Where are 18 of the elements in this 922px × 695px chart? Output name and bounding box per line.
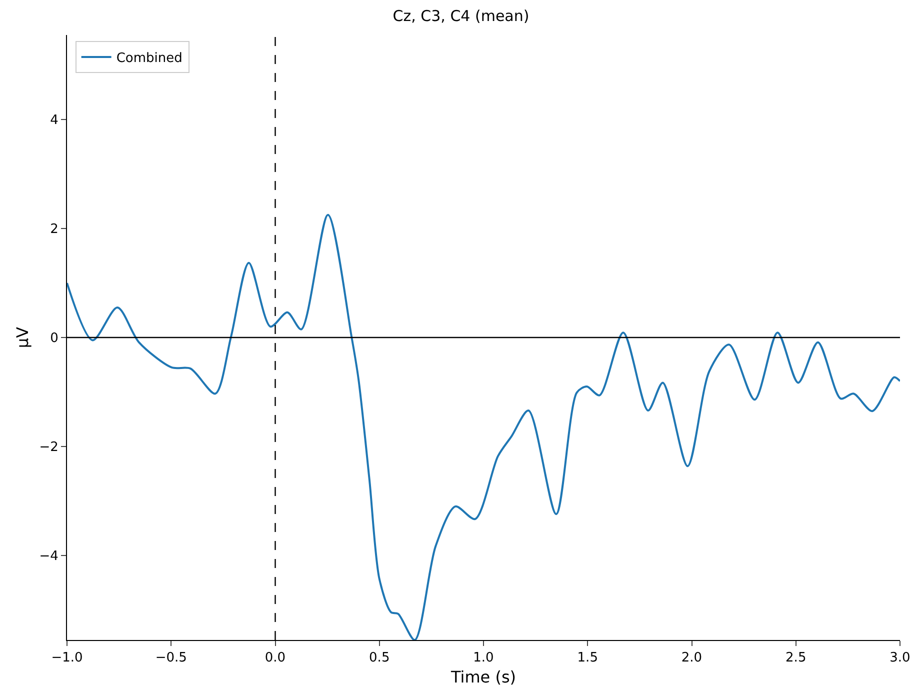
y-tick-label: 2: [50, 222, 58, 238]
x-tick-label: 1.0: [473, 650, 494, 666]
y-tick-label: 4: [50, 113, 58, 128]
y-tick-label: 0: [50, 331, 58, 346]
x-tick-label: 3.0: [890, 650, 910, 666]
x-tick-label: 0.5: [369, 650, 390, 666]
chart-title: Cz, C3, C4 (mean): [392, 6, 530, 25]
y-axis-title: µV: [13, 326, 32, 348]
y-tick-label: −2: [39, 440, 58, 456]
x-axis-title: Time (s): [450, 667, 516, 686]
x-tick-label: 2.0: [681, 650, 702, 666]
x-tick-label: −0.5: [155, 650, 187, 666]
y-tick-label: −4: [39, 549, 58, 564]
x-tick-label: 1.5: [577, 650, 598, 666]
legend-label: Combined: [116, 51, 182, 66]
x-tick-label: −1.0: [51, 650, 83, 666]
x-tick-label: 0.0: [264, 650, 286, 666]
x-tick-label: 2.5: [786, 650, 806, 666]
